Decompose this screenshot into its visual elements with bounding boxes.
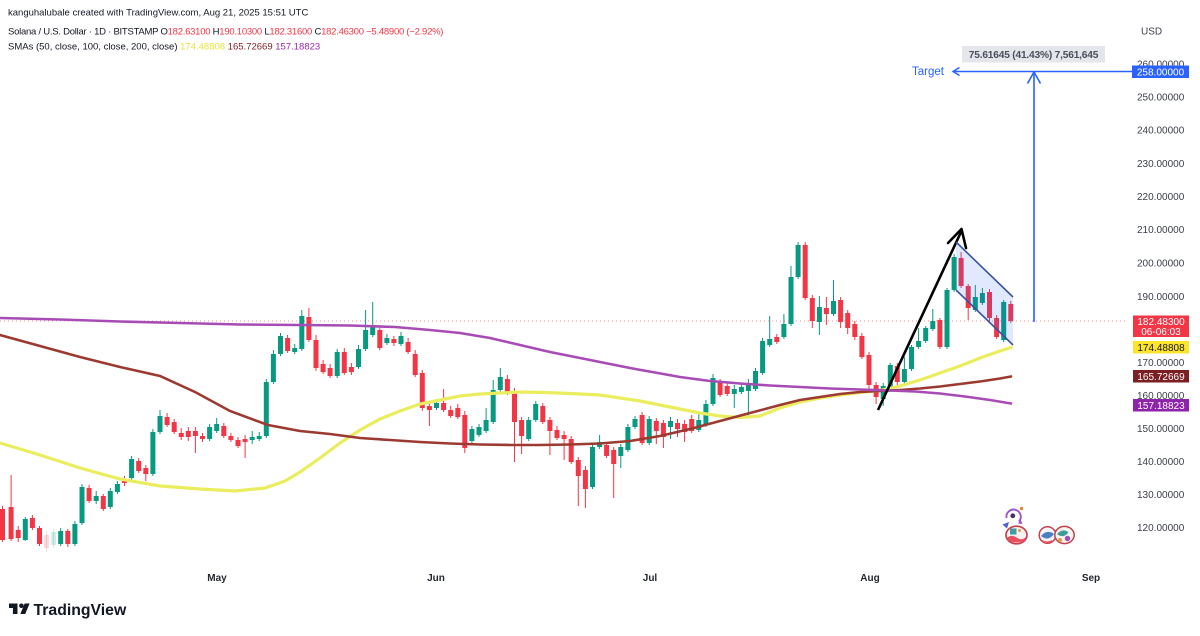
svg-text:TradingView: TradingView [34, 602, 127, 619]
svg-text:kanguhalubale created with Tra: kanguhalubale created with TradingView.c… [8, 8, 308, 19]
svg-text:Jun: Jun [427, 573, 445, 584]
svg-text:Aug: Aug [860, 573, 879, 584]
svg-text:06-06:03: 06-06:03 [1141, 327, 1181, 338]
svg-text:170.00000: 170.00000 [1137, 358, 1185, 369]
svg-text:240.00000: 240.00000 [1137, 126, 1185, 137]
svg-text:130.00000: 130.00000 [1137, 490, 1185, 501]
svg-text:May: May [207, 573, 227, 584]
svg-text:SMAs (50, close, 100, close, 2: SMAs (50, close, 100, close, 200, close)… [8, 42, 320, 53]
svg-text:Solana / U.S. Dollar · 1D · BI: Solana / U.S. Dollar · 1D · BITSTAMP O18… [8, 27, 443, 38]
svg-text:230.00000: 230.00000 [1137, 159, 1185, 170]
svg-text:150.00000: 150.00000 [1137, 424, 1185, 435]
svg-text:Sep: Sep [1082, 573, 1100, 584]
svg-text:190.00000: 190.00000 [1137, 292, 1185, 303]
svg-text:120.00000: 120.00000 [1137, 523, 1185, 534]
svg-text:210.00000: 210.00000 [1137, 225, 1185, 236]
svg-text:258.00000: 258.00000 [1137, 67, 1185, 78]
svg-text:200.00000: 200.00000 [1137, 259, 1185, 270]
svg-text:Jul: Jul [643, 573, 658, 584]
svg-text:250.00000: 250.00000 [1137, 93, 1185, 104]
svg-text:Target: Target [912, 66, 945, 78]
svg-text:75.61645 (41.43%) 7,561,645: 75.61645 (41.43%) 7,561,645 [969, 50, 1099, 61]
svg-text:182.48300: 182.48300 [1137, 317, 1185, 328]
svg-text:157.18823: 157.18823 [1137, 401, 1185, 412]
svg-text:260.00000: 260.00000 [1137, 60, 1185, 71]
svg-text:140.00000: 140.00000 [1137, 457, 1185, 468]
svg-text:165.72669: 165.72669 [1137, 372, 1185, 383]
svg-text:220.00000: 220.00000 [1137, 192, 1185, 203]
svg-text:USD: USD [1141, 27, 1162, 38]
svg-text:174.48808: 174.48808 [1137, 343, 1185, 354]
svg-text:160.00000: 160.00000 [1137, 391, 1185, 402]
